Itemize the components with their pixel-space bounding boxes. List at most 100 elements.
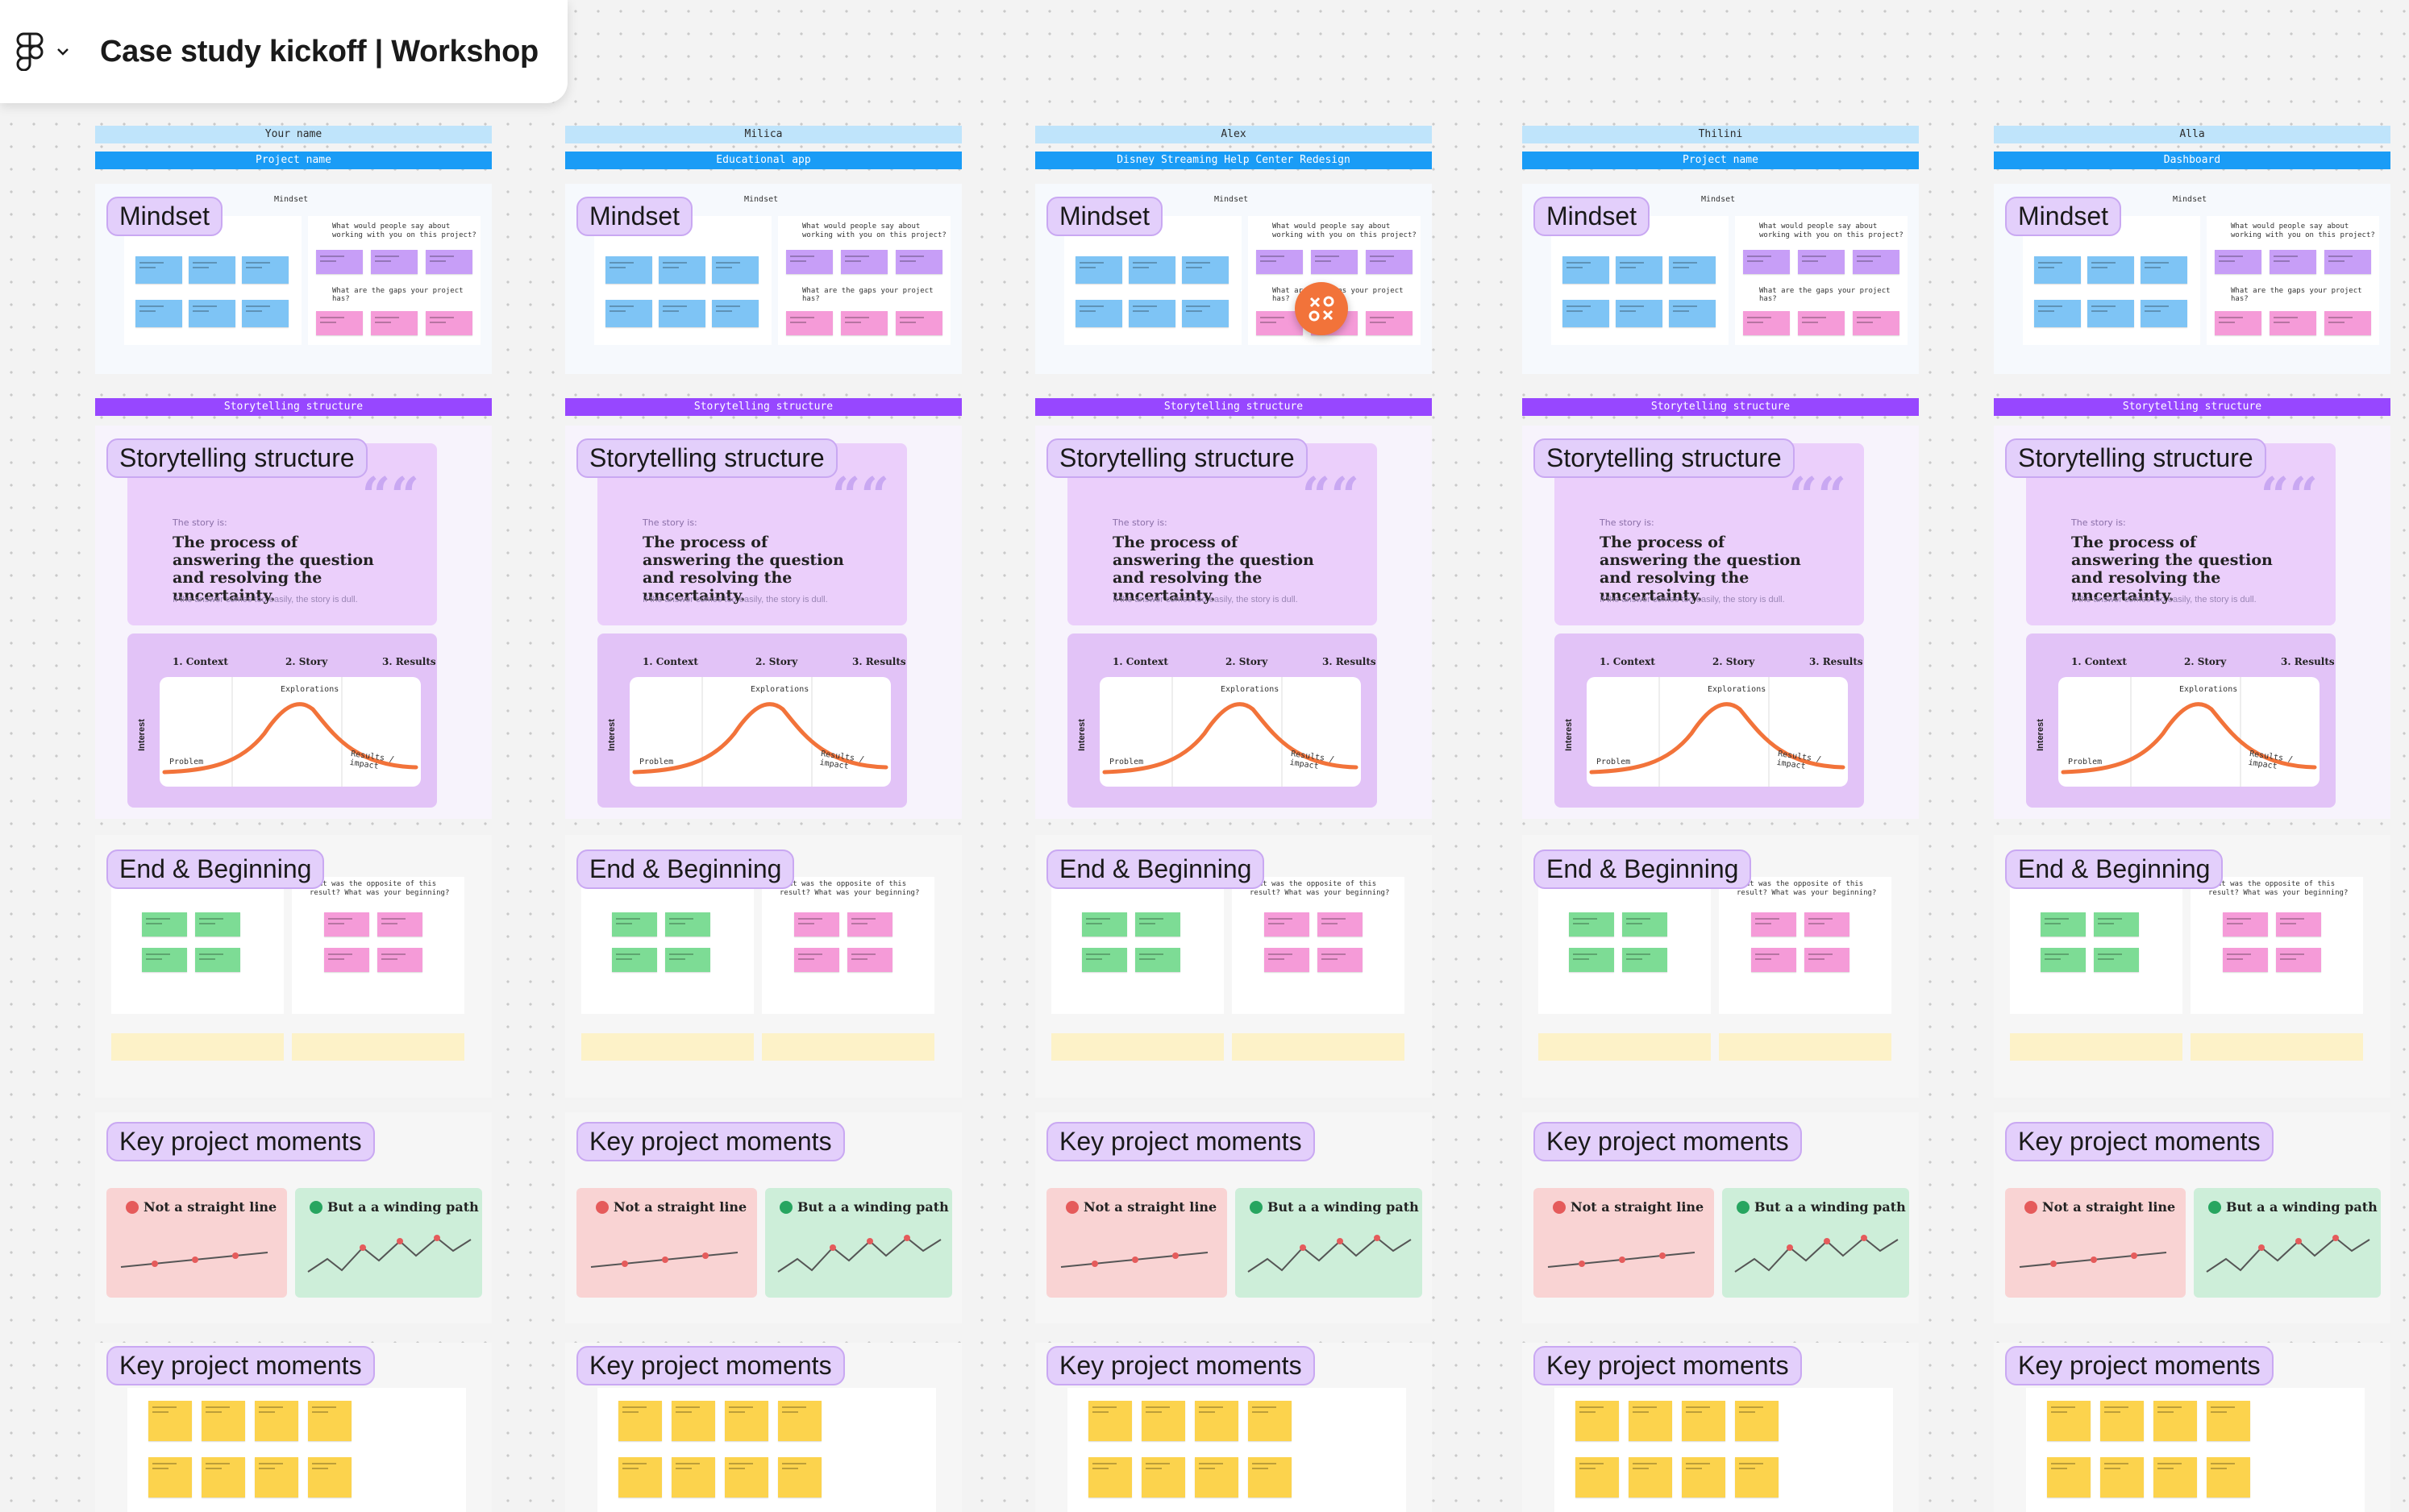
sticky-note[interactable] xyxy=(1798,311,1845,335)
key-moments-frame[interactable]: Key project moments Not a straight line B… xyxy=(1522,1112,1919,1323)
sticky-note[interactable] xyxy=(1622,948,1667,972)
participant-name-band[interactable]: Alla xyxy=(1994,126,2390,143)
sticky-note[interactable] xyxy=(2141,256,2187,284)
sticky-note[interactable] xyxy=(1798,250,1845,274)
sticky-note[interactable] xyxy=(1082,912,1127,937)
sticky-note[interactable] xyxy=(2324,250,2371,274)
sticky-note[interactable] xyxy=(1182,300,1229,327)
project-name-band[interactable]: Educational app xyxy=(565,152,962,169)
sticky-note[interactable] xyxy=(2041,948,2086,972)
sticky-note[interactable] xyxy=(1366,250,1413,274)
sticky-note[interactable] xyxy=(2100,1401,2144,1441)
key-moments-frame-2[interactable]: Key project moments xyxy=(1035,1343,1432,1512)
end-beginning-frame[interactable]: End & Beginning What was the opposite of … xyxy=(1522,835,1919,1098)
storytelling-band[interactable]: Storytelling structure xyxy=(1035,398,1432,416)
sticky-note[interactable] xyxy=(255,1401,298,1441)
sticky-note[interactable] xyxy=(605,300,652,327)
sticky-note[interactable] xyxy=(1135,948,1180,972)
sticky-note[interactable] xyxy=(2276,948,2321,972)
key-moments-frame[interactable]: Key project moments Not a straight line B… xyxy=(1994,1112,2390,1323)
end-beginning-frame[interactable]: End & Beginning What was the opposite of … xyxy=(1994,835,2390,1098)
mindset-frame[interactable]: Mindset Mindset What would people say abou… xyxy=(1994,184,2390,374)
sticky-note[interactable] xyxy=(242,256,289,284)
key-moments-frame[interactable]: Key project moments Not a straight line B… xyxy=(1035,1112,1432,1323)
sticky-note[interactable] xyxy=(786,311,833,335)
sticky-note[interactable] xyxy=(2087,300,2134,327)
sticky-note[interactable] xyxy=(618,1457,662,1497)
sticky-note[interactable] xyxy=(2087,256,2134,284)
project-name-band[interactable]: Project name xyxy=(1522,152,1919,169)
sticky-note[interactable] xyxy=(1311,250,1358,274)
key-moments-frame-2[interactable]: Key project moments xyxy=(565,1343,962,1512)
sticky-note[interactable] xyxy=(1616,256,1662,284)
sticky-note[interactable] xyxy=(1569,948,1614,972)
sticky-note[interactable] xyxy=(426,250,472,274)
sticky-note[interactable] xyxy=(1264,912,1309,937)
sticky-note[interactable] xyxy=(672,1401,715,1441)
sticky-note[interactable] xyxy=(1195,1401,1238,1441)
sticky-note[interactable] xyxy=(2276,912,2321,937)
sticky-note[interactable] xyxy=(712,256,759,284)
sticky-note[interactable] xyxy=(672,1457,715,1497)
sticky-note[interactable] xyxy=(324,912,369,937)
sticky-note[interactable] xyxy=(896,311,942,335)
sticky-note[interactable] xyxy=(1142,1457,1185,1497)
sticky-note[interactable] xyxy=(847,948,892,972)
sticky-note[interactable] xyxy=(2094,912,2139,937)
sticky-note[interactable] xyxy=(202,1401,245,1441)
key-moments-frame[interactable]: Key project moments Not a straight line B… xyxy=(565,1112,962,1323)
sticky-note[interactable] xyxy=(377,912,422,937)
sticky-note[interactable] xyxy=(2207,1401,2250,1441)
sticky-note[interactable] xyxy=(2041,912,2086,937)
sticky-note[interactable] xyxy=(2270,311,2316,335)
sticky-note[interactable] xyxy=(896,250,942,274)
sticky-note[interactable] xyxy=(308,1457,352,1497)
mindset-frame[interactable]: Mindset Mindset What would people say abou… xyxy=(95,184,492,374)
sticky-note[interactable] xyxy=(1751,912,1796,937)
participant-name-band[interactable]: Thilini xyxy=(1522,126,1919,143)
sticky-note[interactable] xyxy=(1575,1457,1619,1497)
sticky-note[interactable] xyxy=(841,250,888,274)
sticky-note[interactable] xyxy=(2047,1457,2091,1497)
sticky-note[interactable] xyxy=(612,948,657,972)
sticky-note[interactable] xyxy=(1853,311,1899,335)
sticky-note[interactable] xyxy=(1669,256,1716,284)
sticky-note[interactable] xyxy=(2153,1401,2197,1441)
storytelling-band[interactable]: Storytelling structure xyxy=(1522,398,1919,416)
project-name-band[interactable]: Dashboard xyxy=(1994,152,2390,169)
sticky-note[interactable] xyxy=(324,948,369,972)
sticky-note[interactable] xyxy=(2141,300,2187,327)
sticky-note[interactable] xyxy=(2034,300,2081,327)
sticky-note[interactable] xyxy=(2207,1457,2250,1497)
storytelling-frame[interactable]: Storytelling structure ““ The story is: The… xyxy=(95,426,492,819)
sticky-note[interactable] xyxy=(2223,912,2268,937)
sticky-note[interactable] xyxy=(1088,1457,1132,1497)
sticky-note[interactable] xyxy=(1248,1401,1292,1441)
sticky-note[interactable] xyxy=(242,300,289,327)
sticky-note[interactable] xyxy=(316,250,363,274)
sticky-note[interactable] xyxy=(1629,1401,1672,1441)
sticky-note[interactable] xyxy=(2034,256,2081,284)
participant-name-band[interactable]: Your name xyxy=(95,126,492,143)
sticky-note[interactable] xyxy=(1616,300,1662,327)
sticky-note[interactable] xyxy=(2215,311,2261,335)
sticky-note[interactable] xyxy=(665,912,710,937)
sticky-note[interactable] xyxy=(2094,948,2139,972)
sticky-note[interactable] xyxy=(786,250,833,274)
sticky-note[interactable] xyxy=(1248,1457,1292,1497)
sticky-note[interactable] xyxy=(1317,948,1363,972)
end-beginning-frame[interactable]: End & Beginning What was the opposite of … xyxy=(95,835,492,1098)
sticky-note[interactable] xyxy=(778,1401,822,1441)
storytelling-frame[interactable]: Storytelling structure ““ The story is: The… xyxy=(1035,426,1432,819)
sticky-note[interactable] xyxy=(1562,300,1609,327)
key-moments-frame[interactable]: Key project moments Not a straight line B… xyxy=(95,1112,492,1323)
sticky-note[interactable] xyxy=(1182,256,1229,284)
sticky-note[interactable] xyxy=(135,256,182,284)
key-moments-frame-2[interactable]: Key project moments xyxy=(1522,1343,1919,1512)
sticky-note[interactable] xyxy=(665,948,710,972)
sticky-note[interactable] xyxy=(426,311,472,335)
sticky-note[interactable] xyxy=(1082,948,1127,972)
sticky-note[interactable] xyxy=(725,1457,768,1497)
sticky-note[interactable] xyxy=(1317,912,1363,937)
sticky-note[interactable] xyxy=(2223,948,2268,972)
